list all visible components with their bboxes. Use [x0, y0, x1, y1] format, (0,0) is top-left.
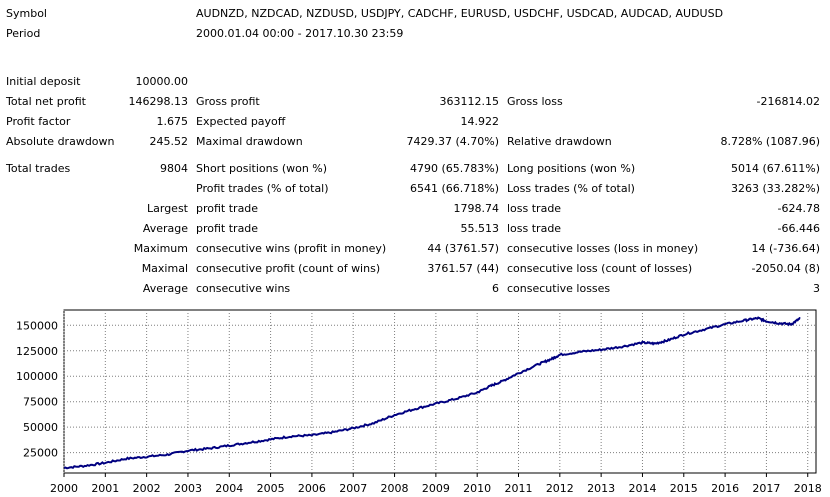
- max-consec-losses-value: 14 (-736.64): [751, 242, 820, 255]
- total-net-profit-label: Total net profit: [6, 95, 86, 108]
- short-positions-label: Short positions (won %): [196, 162, 328, 175]
- profit-factor-value: 1.675: [156, 115, 189, 128]
- period-value: 2000.01.04 00:00 - 2017.10.30 23:59: [196, 27, 404, 40]
- largest-profit-trade-label: profit trade: [196, 202, 259, 215]
- largest-loss-trade-value: -624.78: [777, 202, 820, 215]
- avg-consec-losses-label: consecutive losses: [507, 282, 611, 295]
- long-positions-label: Long positions (won %): [507, 162, 636, 175]
- average-label: Average: [142, 222, 188, 235]
- largest-profit-trade-value: 1798.74: [453, 202, 500, 215]
- largest-label: Largest: [147, 202, 188, 215]
- largest-loss-trade-label: loss trade: [507, 202, 562, 215]
- max-consec-wins-label: consecutive wins (profit in money): [196, 242, 387, 255]
- x-tick-label: 2018: [794, 482, 822, 495]
- average-loss-trade-value: -66.446: [777, 222, 820, 235]
- short-positions-value: 4790 (65.783%): [409, 162, 499, 175]
- x-tick-label: 2009: [422, 482, 450, 495]
- x-tick-label: 2012: [546, 482, 574, 495]
- x-tick-label: 2002: [133, 482, 161, 495]
- expected-payoff-label: Expected payoff: [196, 115, 286, 128]
- gross-profit-label: Gross profit: [196, 95, 260, 108]
- initial-deposit-value: 10000.00: [135, 75, 189, 88]
- y-tick-label: 150000: [16, 319, 58, 332]
- x-tick-label: 2016: [711, 482, 739, 495]
- profit-trades-value: 6541 (66.718%): [409, 182, 499, 195]
- maximal-drawdown-label: Maximal drawdown: [196, 135, 303, 148]
- average-profit-trade-value: 55.513: [460, 222, 500, 235]
- maximal-consec-profit-value: 3761.57 (44): [427, 262, 499, 275]
- loss-trades-label: Loss trades (% of total): [507, 182, 635, 195]
- x-tick-label: 2001: [91, 482, 119, 495]
- grid-lines: [63, 310, 816, 477]
- symbol-value: AUDNZD, NZDCAD, NZDUSD, USDJPY, CADCHF, …: [196, 7, 724, 20]
- y-tick-label: 100000: [16, 370, 58, 383]
- y-tick-label: 125000: [16, 345, 58, 358]
- maximal-consec-profit-label: consecutive profit (count of wins): [196, 262, 381, 275]
- profit-factor-label: Profit factor: [6, 115, 71, 128]
- max-consec-losses-label: consecutive losses (loss in money): [507, 242, 699, 255]
- x-tick-label: 2000: [50, 482, 78, 495]
- initial-deposit-label: Initial deposit: [6, 75, 81, 88]
- long-positions-value: 5014 (67.611%): [730, 162, 820, 175]
- x-tick-label: 2015: [670, 482, 698, 495]
- total-trades-value: 9804: [160, 162, 188, 175]
- y-tick-label: 25000: [23, 447, 58, 460]
- avg-consec-losses-value: 3: [813, 282, 820, 295]
- total-trades-label: Total trades: [6, 162, 71, 175]
- expected-payoff-value: 14.922: [460, 115, 500, 128]
- maximal-drawdown-value: 7429.37 (4.70%): [406, 135, 499, 148]
- x-tick-label: 2011: [505, 482, 533, 495]
- absolute-drawdown-value: 245.52: [149, 135, 189, 148]
- relative-drawdown-value: 8.728% (1087.96): [720, 135, 820, 148]
- maximal-consec-loss-label: consecutive loss (count of losses): [507, 262, 693, 275]
- x-tick-label: 2006: [298, 482, 326, 495]
- y-tick-label: 50000: [23, 421, 58, 434]
- average-loss-trade-label: loss trade: [507, 222, 562, 235]
- absolute-drawdown-label: Absolute drawdown: [6, 135, 115, 148]
- average-consec-label: Average: [142, 282, 188, 295]
- x-tick-label: 2003: [174, 482, 202, 495]
- x-tick-label: 2017: [752, 482, 780, 495]
- plot-area: [63, 309, 817, 474]
- x-tick-label: 2013: [587, 482, 615, 495]
- maximal-label: Maximal: [141, 262, 188, 275]
- gross-loss-value: -216814.02: [756, 95, 820, 108]
- loss-trades-value: 3263 (33.282%): [730, 182, 820, 195]
- total-net-profit-value: 146298.13: [128, 95, 189, 108]
- relative-drawdown-label: Relative drawdown: [507, 135, 612, 148]
- x-tick-label: 2014: [628, 482, 656, 495]
- x-axis-labels: 2000 2001 2002 2003 2004 2005 2006 2007 2008 2009…: [50, 482, 822, 495]
- max-consec-wins-value: 44 (3761.57): [427, 242, 499, 255]
- x-tick-label: 2010: [463, 482, 491, 495]
- avg-consec-wins-value: 6: [492, 282, 499, 295]
- gross-profit-value: 363112.15: [439, 95, 500, 108]
- avg-consec-wins-label: consecutive wins: [196, 282, 291, 295]
- profit-trades-label: Profit trades (% of total): [196, 182, 329, 195]
- y-axis-labels: 25000 50000 75000 100000 125000 150000: [16, 319, 58, 459]
- x-tick-label: 2008: [381, 482, 409, 495]
- x-tick-label: 2007: [339, 482, 367, 495]
- period-label: Period: [6, 27, 41, 40]
- average-profit-trade-label: profit trade: [196, 222, 259, 235]
- gross-loss-label: Gross loss: [507, 95, 563, 108]
- symbol-label: Symbol: [6, 7, 47, 20]
- maximum-label: Maximum: [133, 242, 188, 255]
- x-tick-label: 2005: [257, 482, 285, 495]
- maximal-consec-loss-value: -2050.04 (8): [751, 262, 820, 275]
- y-tick-label: 75000: [23, 396, 58, 409]
- x-tick-label: 2004: [215, 482, 243, 495]
- balance-line: [63, 316, 801, 470]
